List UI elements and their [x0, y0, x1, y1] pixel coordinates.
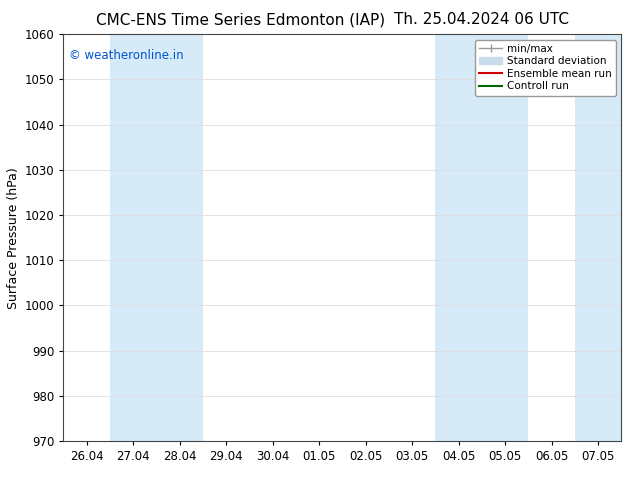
Text: © weatheronline.in: © weatheronline.in [69, 49, 184, 62]
Text: Th. 25.04.2024 06 UTC: Th. 25.04.2024 06 UTC [394, 12, 569, 27]
Y-axis label: Surface Pressure (hPa): Surface Pressure (hPa) [8, 167, 20, 309]
Bar [110, 34, 203, 441]
Text: CMC-ENS Time Series Edmonton (IAP): CMC-ENS Time Series Edmonton (IAP) [96, 12, 385, 27]
Bar [436, 34, 528, 441]
Bar [575, 34, 621, 441]
Legend: min/max, Standard deviation, Ensemble mean run, Controll run: min/max, Standard deviation, Ensemble me… [475, 40, 616, 96]
